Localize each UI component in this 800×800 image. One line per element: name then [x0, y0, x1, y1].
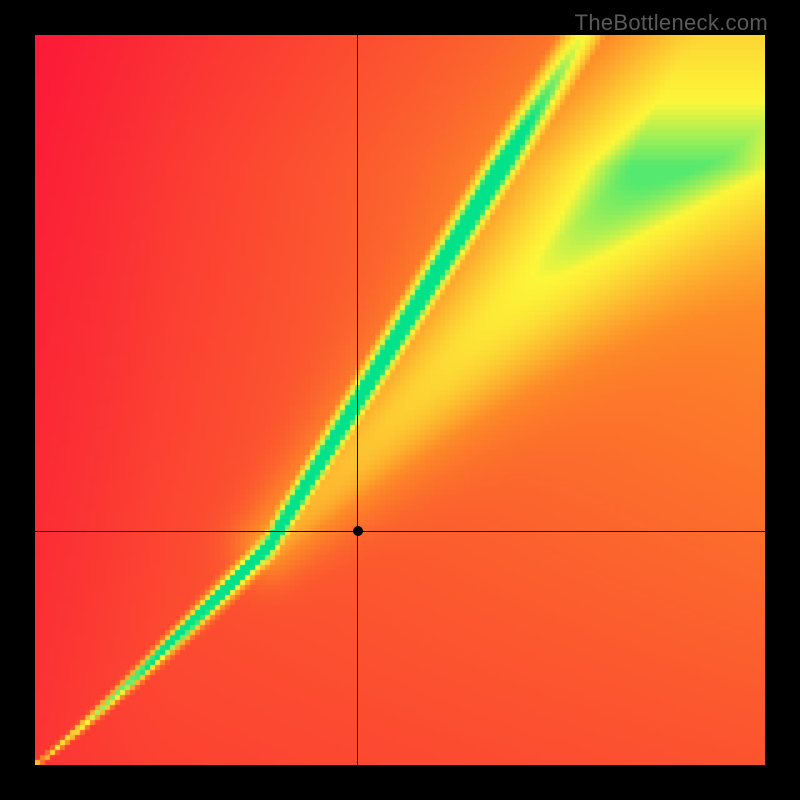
crosshair-vertical: [357, 35, 358, 765]
plot-area: [35, 35, 765, 765]
crosshair-horizontal: [35, 531, 765, 532]
watermark-text: TheBottleneck.com: [575, 10, 768, 36]
root: TheBottleneck.com: [0, 0, 800, 800]
heatmap-canvas: [35, 35, 765, 765]
